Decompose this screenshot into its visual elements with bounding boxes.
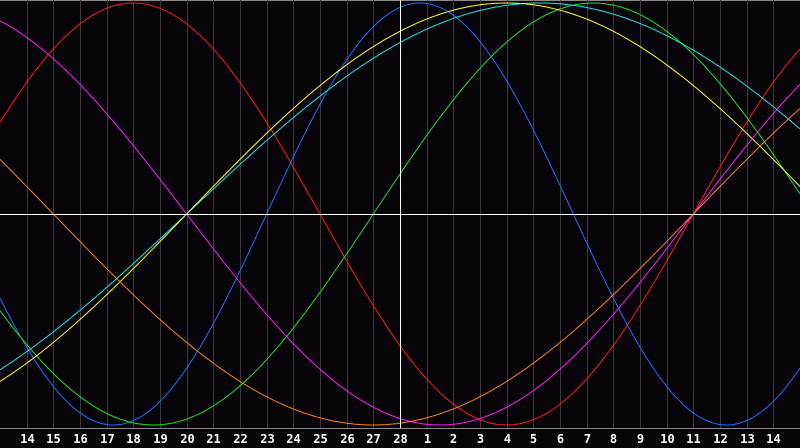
x-tick-label: 25 (313, 432, 327, 446)
x-tick-label: 28 (393, 432, 407, 446)
x-tick-label: 9 (637, 432, 644, 446)
x-tick-label: 19 (153, 432, 167, 446)
x-tick-label: 24 (286, 432, 300, 446)
x-tick-label: 17 (100, 432, 114, 446)
x-tick-label: 10 (660, 432, 674, 446)
x-tick-label: 13 (740, 432, 754, 446)
x-tick-label: 12 (713, 432, 727, 446)
x-tick-label: 6 (557, 432, 564, 446)
x-tick-label: 21 (206, 432, 220, 446)
x-tick-label: 18 (126, 432, 140, 446)
x-tick-label: 27 (366, 432, 380, 446)
x-tick-label: 20 (180, 432, 194, 446)
x-tick-label: 15 (46, 432, 60, 446)
x-tick-label: 11 (686, 432, 700, 446)
x-tick-label: 16 (73, 432, 87, 446)
x-tick-label: 1 (424, 432, 431, 446)
x-tick-label: 7 (584, 432, 591, 446)
x-tick-label: 23 (260, 432, 274, 446)
x-tick-label: 8 (610, 432, 617, 446)
x-tick-label: 5 (530, 432, 537, 446)
x-tick-label: 14 (766, 432, 780, 446)
x-tick-label: 3 (477, 432, 484, 446)
x-tick-label: 4 (504, 432, 511, 446)
x-tick-label: 26 (340, 432, 354, 446)
x-tick-label: 14 (20, 432, 34, 446)
x-tick-label: 2 (450, 432, 457, 446)
x-tick-label: 22 (233, 432, 247, 446)
